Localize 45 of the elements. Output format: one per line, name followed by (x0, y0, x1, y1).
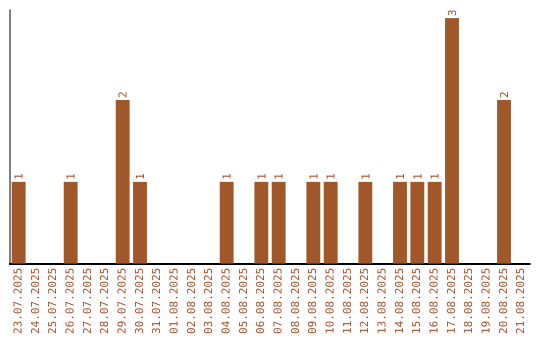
x-tick-label: 28.07.2025 (98, 268, 112, 334)
x-tick-label: 10.08.2025 (324, 268, 337, 334)
data-label: 1 (324, 173, 338, 180)
x-tick-label: 05.08.2025 (236, 268, 250, 334)
data-label: 1 (134, 173, 147, 180)
x-tick-label: 20.08.2025 (496, 268, 510, 334)
x-tick-label: 19.08.2025 (480, 268, 493, 334)
data-label: 1 (411, 173, 424, 180)
x-tick-label: 31.07.2025 (150, 268, 164, 334)
x-tick-label: 29.07.2025 (116, 268, 129, 334)
x-tick-label: 02.08.2025 (184, 268, 198, 334)
x-tick-label: 27.07.2025 (80, 268, 94, 334)
x-tick-label: 16.08.2025 (428, 268, 441, 334)
x-tick-label: 03.08.2025 (202, 268, 216, 334)
x-tick-label: 17.08.2025 (444, 268, 458, 334)
data-label: 1 (220, 173, 234, 180)
data-label: 2 (498, 91, 511, 98)
x-tick-label: 18.08.2025 (462, 268, 476, 334)
data-label: 1 (307, 173, 320, 180)
x-tick-label: 23.07.2025 (12, 268, 25, 334)
x-tick-label: 15.08.2025 (410, 268, 424, 334)
data-label: 1 (255, 173, 268, 180)
data-label: 3 (446, 10, 459, 16)
x-tick-label: 25.07.2025 (46, 268, 60, 334)
x-tick-label: 08.08.2025 (288, 268, 302, 334)
x-tick-label: 24.07.2025 (28, 268, 42, 334)
x-tick-label: 01.08.2025 (168, 268, 181, 334)
x-tick-label: 21.08.2025 (514, 268, 528, 334)
x-tick-label: 12.08.2025 (358, 268, 372, 334)
data-label: 1 (428, 173, 442, 180)
x-tick-label: 07.08.2025 (272, 268, 285, 334)
data-label: 2 (116, 91, 130, 98)
x-tick-label: 13.08.2025 (376, 268, 389, 334)
data-label: 1 (272, 173, 286, 180)
data-label: 1 (12, 173, 26, 180)
x-tick-label: 11.08.2025 (340, 268, 354, 334)
data-label: 1 (359, 173, 372, 180)
x-tick-label: 04.08.2025 (220, 268, 233, 334)
x-tick-label: 09.08.2025 (306, 268, 320, 334)
x-tick-label: 26.07.2025 (64, 268, 77, 334)
x-tick-label: 06.08.2025 (254, 268, 268, 334)
x-tick-label: 14.08.2025 (392, 268, 406, 334)
x-tick-label: 30.07.2025 (132, 268, 146, 334)
data-label: 1 (64, 173, 78, 180)
data-label: 1 (394, 173, 407, 180)
